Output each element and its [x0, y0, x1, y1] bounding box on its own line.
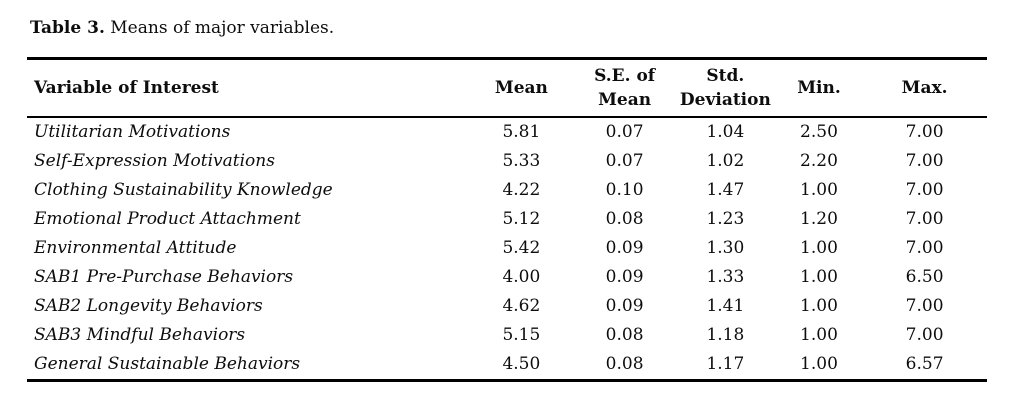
- value-cell-std_deviation: 1.30: [706, 238, 745, 258]
- value-cell-mean: 5.42: [502, 238, 541, 258]
- value-cell-se_of_mean: 0.10: [605, 180, 644, 200]
- value-cell-std_deviation: 1.02: [706, 151, 745, 171]
- value-cell-max: 6.50: [905, 267, 944, 287]
- column-header-std_deviation: Std. Deviation: [679, 66, 771, 110]
- value-cell-se_of_mean: 0.09: [605, 296, 644, 316]
- value-cell-std_deviation: 1.23: [706, 209, 745, 229]
- column-header-se_of_mean: S.E. of Mean: [594, 66, 656, 110]
- value-cell-std_deviation: 1.33: [706, 267, 745, 287]
- value-cell-min: 1.00: [800, 238, 838, 258]
- value-cell-mean: 5.81: [502, 122, 541, 142]
- value-cell-mean: 5.15: [502, 325, 541, 345]
- value-cell-mean: 4.50: [502, 354, 541, 374]
- variable-name-cell: Emotional Product Attachment: [34, 209, 301, 229]
- value-cell-min: 1.00: [800, 267, 838, 287]
- value-cell-std_deviation: 1.04: [706, 122, 745, 142]
- value-cell-min: 1.20: [800, 209, 838, 229]
- value-cell-min: 1.00: [800, 354, 838, 374]
- table-row: Environmental Attitude 5.42 0.09 1.30 1.00 7.…: [27, 234, 987, 263]
- value-cell-se_of_mean: 0.09: [605, 238, 644, 258]
- value-cell-std_deviation: 1.47: [706, 180, 745, 200]
- value-cell-max: 7.00: [905, 122, 944, 142]
- value-cell-max: 6.57: [905, 354, 944, 374]
- value-cell-mean: 5.33: [502, 151, 541, 171]
- value-cell-se_of_mean: 0.09: [605, 267, 644, 287]
- value-cell-max: 7.00: [905, 151, 944, 171]
- table-row: SAB3 Mindful Behaviors 5.15 0.08 1.18 1.00 7.…: [27, 321, 987, 350]
- value-cell-mean: 5.12: [502, 209, 541, 229]
- variable-name-cell: General Sustainable Behaviors: [34, 354, 301, 374]
- table-row: Emotional Product Attachment 5.12 0.08 1.23…: [27, 205, 987, 234]
- table-caption-text: Means of major variables.: [104, 18, 335, 38]
- variable-name-cell: SAB3 Mindful Behaviors: [34, 325, 246, 345]
- value-cell-se_of_mean: 0.07: [605, 122, 644, 142]
- value-cell-min: 2.20: [800, 151, 838, 171]
- means-table-head: Variable of Interest Mean S.E. of Mean Std.…: [27, 59, 987, 117]
- value-cell-max: 7.00: [905, 238, 944, 258]
- column-header-min: Min.: [797, 78, 841, 98]
- value-cell-min: 1.00: [800, 296, 838, 316]
- variable-name-cell: SAB2 Longevity Behaviors: [34, 296, 263, 316]
- value-cell-max: 7.00: [905, 325, 944, 345]
- value-cell-max: 7.00: [905, 296, 944, 316]
- value-cell-mean: 4.22: [502, 180, 541, 200]
- table-header-row: Variable of Interest Mean S.E. of Mean Std.…: [27, 59, 987, 117]
- value-cell-std_deviation: 1.17: [706, 354, 745, 374]
- value-cell-mean: 4.00: [502, 267, 541, 287]
- column-header-mean: Mean: [494, 78, 548, 98]
- means-table: Variable of Interest Mean S.E. of Mean Std.…: [27, 57, 987, 382]
- variable-name-cell: Self-Expression Motivations: [34, 151, 275, 171]
- table-row: Utilitarian Motivations 5.81 0.07 1.04 2.50 7…: [27, 117, 987, 147]
- variable-name-cell: SAB1 Pre-Purchase Behaviors: [34, 267, 294, 287]
- value-cell-min: 1.00: [800, 325, 838, 345]
- value-cell-std_deviation: 1.41: [706, 296, 745, 316]
- value-cell-min: 2.50: [800, 122, 838, 142]
- table-row: Clothing Sustainability Knowledge 4.22 0.1…: [27, 176, 987, 205]
- table-row: SAB2 Longevity Behaviors 4.62 0.09 1.41 1.00…: [27, 292, 987, 321]
- column-header-max: Max.: [901, 78, 948, 98]
- table-row: SAB1 Pre-Purchase Behaviors 4.00 0.09 1.33 1…: [27, 263, 987, 292]
- means-table-body: Utilitarian Motivations 5.81 0.07 1.04 2.50 7…: [27, 117, 987, 381]
- column-header-variable: Variable of Interest: [34, 78, 219, 98]
- value-cell-mean: 4.62: [502, 296, 541, 316]
- table-row: Self-Expression Motivations 5.33 0.07 1.02 2…: [27, 147, 987, 176]
- table-caption: Table 3. Means of major variables.: [30, 17, 334, 39]
- value-cell-se_of_mean: 0.08: [605, 325, 644, 345]
- value-cell-max: 7.00: [905, 209, 944, 229]
- table-row: General Sustainable Behaviors 4.50 0.08 1.1…: [27, 350, 987, 381]
- variable-name-cell: Environmental Attitude: [34, 238, 237, 258]
- value-cell-se_of_mean: 0.08: [605, 209, 644, 229]
- value-cell-min: 1.00: [800, 180, 838, 200]
- variable-name-cell: Utilitarian Motivations: [34, 122, 231, 142]
- value-cell-se_of_mean: 0.08: [605, 354, 644, 374]
- value-cell-se_of_mean: 0.07: [605, 151, 644, 171]
- value-cell-std_deviation: 1.18: [706, 325, 745, 345]
- table-caption-label: Table 3.: [30, 18, 105, 38]
- value-cell-max: 7.00: [905, 180, 944, 200]
- variable-name-cell: Clothing Sustainability Knowledge: [34, 180, 333, 200]
